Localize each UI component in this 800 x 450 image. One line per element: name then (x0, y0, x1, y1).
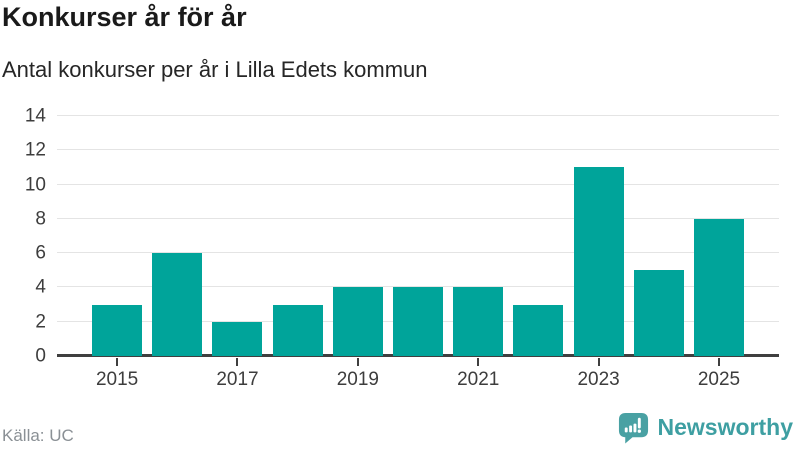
gridline-8 (57, 217, 779, 219)
gridline-10 (57, 183, 779, 185)
bar-2025 (693, 218, 744, 356)
bar-2016 (152, 253, 203, 356)
y-axis-tick-label: 14 (24, 105, 46, 127)
bar-band-2016 (147, 116, 207, 356)
y-axis-tick-label: 4 (35, 276, 46, 298)
y-axis-tick-label: 6 (35, 242, 46, 264)
bar-band-2023: 2023 (569, 116, 629, 390)
x-axis-tick-label: 2017 (216, 369, 259, 390)
x-axis-tick (597, 358, 600, 366)
x-axis-tick (477, 358, 480, 366)
bar-2023 (573, 167, 624, 356)
x-axis-tick-label: 2025 (697, 369, 741, 390)
y-axis-tick-label: 8 (35, 208, 46, 230)
y-axis-tick-label: 0 (35, 345, 46, 367)
bar-2019 (332, 287, 383, 356)
bar-2024 (633, 270, 684, 356)
bar-2022 (513, 304, 564, 356)
x-axis-tick-label: 2021 (457, 369, 500, 390)
brand-name: Newsworthy (657, 414, 793, 440)
bar-band-2024 (629, 116, 689, 356)
gridline-4 (57, 286, 779, 288)
x-axis-tick (236, 358, 239, 366)
bar-band-2022 (508, 116, 568, 356)
gridline-6 (57, 252, 779, 254)
bar-band-2018 (268, 116, 328, 356)
y-axis-tick-label: 10 (24, 174, 46, 196)
gridline-14 (57, 115, 779, 116)
bar-band-2017: 2017 (207, 116, 267, 390)
gridline-12 (57, 149, 779, 151)
bar-2015 (92, 304, 143, 356)
bar-band-2025: 2025 (689, 116, 749, 390)
bar-band-2015: 2015 (87, 116, 147, 390)
bar-band-2019: 2019 (328, 116, 388, 390)
bar-2018 (272, 304, 323, 356)
bar-band-2021: 2021 (448, 116, 508, 390)
y-axis-tick-label: 12 (24, 139, 46, 161)
brand-logo: Newsworthy (617, 411, 793, 444)
newsworthy-logo-icon (618, 412, 648, 444)
page-title: Konkurser år för år (2, 2, 247, 32)
x-axis-tick-label: 2023 (577, 369, 620, 390)
plot-area: 2015 2017 2019 2021 2023 2025 (57, 115, 779, 390)
bar-2020 (393, 287, 444, 356)
source-note: Källa: UC (2, 426, 74, 445)
y-axis: 0 2 4 6 8 10 12 14 (0, 107, 46, 366)
x-axis-tick (717, 358, 720, 366)
bar-2017 (212, 321, 263, 356)
bar-band-2020 (388, 116, 448, 356)
bars-layer: 2015 2017 2019 2021 2023 2025 (57, 116, 779, 390)
y-axis-tick-label: 2 (35, 311, 46, 333)
x-axis-tick (116, 358, 119, 366)
chart-subtitle: Antal konkurser per år i Lilla Edets kom… (2, 57, 428, 82)
x-axis-tick-label: 2015 (95, 369, 139, 390)
x-axis-tick (356, 358, 359, 366)
bar-2021 (453, 287, 504, 356)
x-axis-tick-label: 2019 (336, 369, 379, 390)
